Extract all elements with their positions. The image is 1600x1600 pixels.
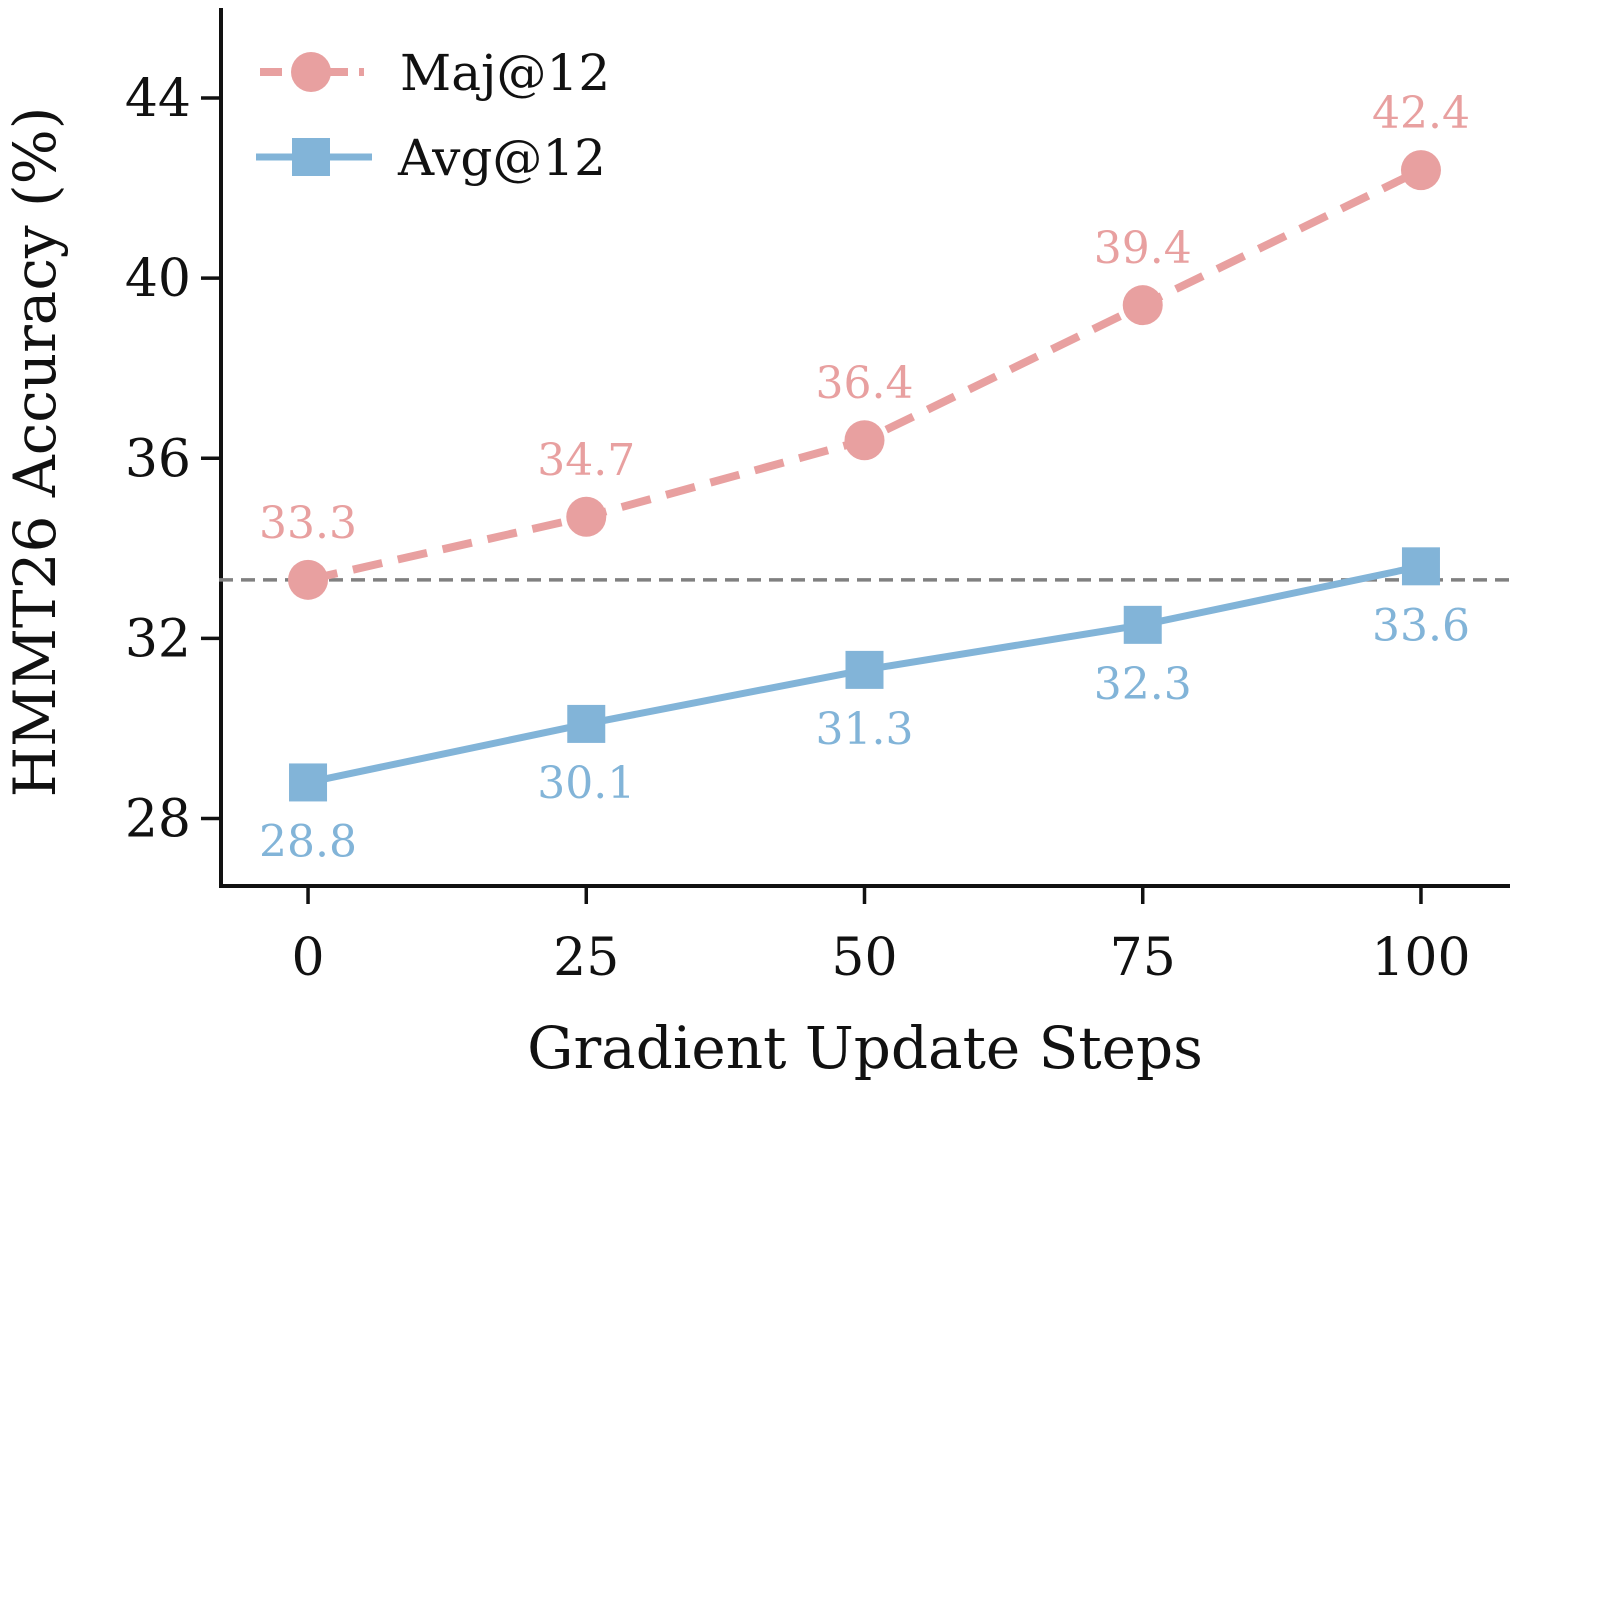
series-0-data-label: 42.4 xyxy=(1372,88,1470,139)
legend-entry-avg: Avg@12 xyxy=(256,129,606,187)
x-axis-title: Gradient Update Steps xyxy=(527,1014,1203,1082)
y-tick-label: 28 xyxy=(125,789,191,849)
x-axis-ticks: 0 25 50 75 100 xyxy=(291,886,1471,988)
x-tick-label: 75 xyxy=(1110,928,1176,988)
series-0-point xyxy=(1122,285,1163,326)
series-1-point xyxy=(567,704,606,743)
series-1-point xyxy=(1401,547,1440,586)
legend: Maj@12 Avg@12 xyxy=(256,44,610,187)
series-0-data-label: 36.4 xyxy=(816,358,914,409)
series-1-data-label: 32.3 xyxy=(1094,659,1192,710)
y-tick-label: 36 xyxy=(125,429,191,489)
y-tick-label: 32 xyxy=(125,609,191,669)
legend-maj-marker xyxy=(291,52,331,92)
series-1-point xyxy=(845,650,884,689)
series-1-point xyxy=(289,763,328,802)
series-1-data-label: 30.1 xyxy=(537,758,635,809)
x-tick-label: 100 xyxy=(1371,928,1470,988)
x-tick-label: 25 xyxy=(553,928,619,988)
series-0-point xyxy=(566,496,607,537)
y-axis-ticks: 28 32 36 40 44 xyxy=(125,69,219,849)
series-1-data-label: 31.3 xyxy=(816,704,914,755)
legend-avg-marker xyxy=(292,138,330,176)
data-labels: 33.3 34.7 36.4 39.4 42.4 28.8 30.1 31.3 32.3 33.6 xyxy=(259,88,1470,867)
series-0-point xyxy=(288,559,329,600)
series-1-data-label: 33.6 xyxy=(1372,600,1470,651)
series-0-point xyxy=(844,420,885,461)
y-tick-label: 44 xyxy=(125,69,191,129)
series-0-point xyxy=(1400,150,1441,191)
legend-entry-maj: Maj@12 xyxy=(260,44,610,102)
y-axis-title: HMMT26 Accuracy (%) xyxy=(1,107,69,798)
series-layer xyxy=(288,150,1441,802)
legend-avg-label: Avg@12 xyxy=(397,129,606,187)
legend-maj-label: Maj@12 xyxy=(400,44,610,102)
series-1-point xyxy=(1123,605,1162,644)
series-0-data-label: 33.3 xyxy=(259,498,357,549)
x-tick-label: 50 xyxy=(831,928,897,988)
y-tick-label: 40 xyxy=(125,249,191,309)
x-tick-label: 0 xyxy=(291,928,324,988)
series-0-data-label: 34.7 xyxy=(537,435,635,486)
series-0-data-label: 39.4 xyxy=(1094,223,1192,274)
series-1-data-label: 28.8 xyxy=(259,816,357,867)
